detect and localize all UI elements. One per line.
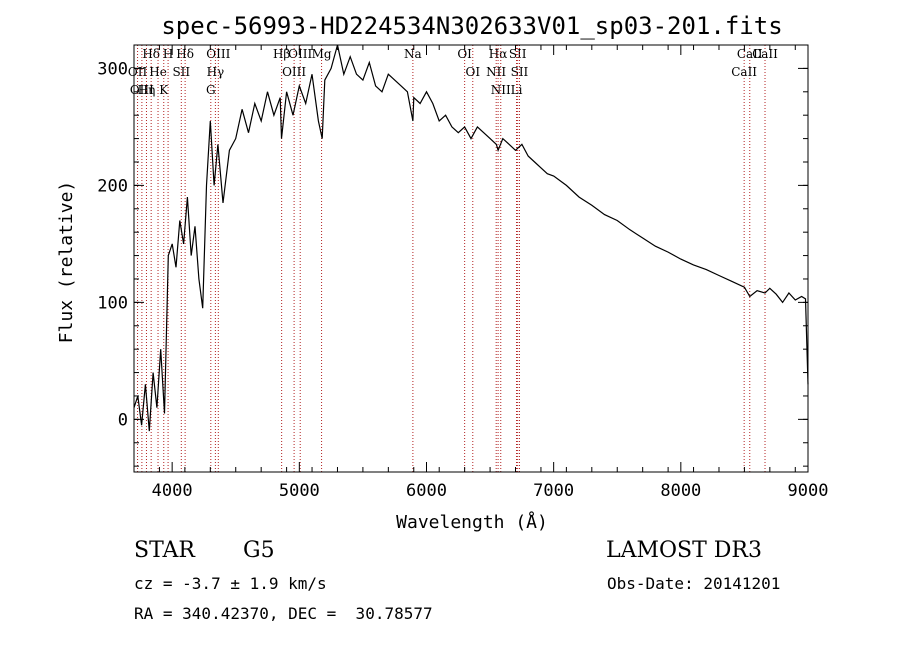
line-marker-label-3: He (149, 65, 167, 79)
line-marker-label-20: NII (486, 65, 506, 79)
line-marker-label-24: Li (511, 83, 523, 97)
line-marker-label-4: Hη (138, 83, 156, 97)
y-axis-label: Flux (relative) (56, 181, 77, 344)
line-marker-label-2: OIII (130, 83, 154, 97)
star-label: STAR (134, 538, 195, 563)
x-tick-label-5: 9000 (788, 481, 829, 501)
line-marker-label-1: OII (128, 65, 148, 79)
x-axis-label: Wavelength (Å) (396, 511, 548, 533)
cz-readout: cz = -3.7 ± 1.9 km/s (134, 574, 327, 593)
y-tick-label-3: 300 (97, 59, 128, 79)
line-marker-label-19: Hα (489, 47, 508, 61)
chart-title: spec-56993-HD224534N302633V01_sp03-201.f… (161, 12, 782, 40)
line-marker-label-0: Hδ (142, 47, 160, 61)
survey-label: LAMOST DR3 (606, 538, 762, 563)
y-tick-label-2: 200 (97, 176, 128, 196)
line-marker-label-21: NII (491, 83, 511, 97)
line-marker-label-26: CaII (731, 65, 757, 79)
line-marker-label-6: H (163, 47, 173, 61)
line-marker-label-10: Hγ (207, 65, 225, 79)
line-marker-label-18: OI (465, 65, 480, 79)
line-marker-label-17: OI (457, 47, 472, 61)
line-marker-label-27: CaII (752, 47, 778, 61)
x-tick-label-3: 7000 (533, 481, 574, 501)
line-marker-label-16: Na (404, 47, 422, 61)
line-marker-label-23: SII (511, 65, 529, 79)
y-tick-label-1: 100 (97, 293, 128, 313)
line-marker-label-8: Hδ (176, 47, 194, 61)
x-tick-label-4: 8000 (660, 481, 701, 501)
x-tick-label-2: 6000 (406, 481, 447, 501)
line-marker-label-5: K (159, 83, 169, 97)
line-marker-label-13: OIII (282, 65, 306, 79)
x-tick-label-1: 5000 (279, 481, 320, 501)
line-marker-label-15: Mg (312, 47, 332, 61)
ra-dec-readout: RA = 340.42370, DEC = 30.78577 (134, 604, 433, 623)
spectral-type: G5 (243, 538, 275, 563)
series-layer (133, 44, 809, 432)
plot-frame (133, 44, 809, 473)
obs-date: Obs-Date: 20141201 (607, 574, 781, 593)
axes-layer: 4000 5000 6000 7000 8000 9000 0 100 200 300 (97, 44, 829, 501)
line-marker-label-25: CaII (737, 47, 763, 61)
line-marker-label-12: OIII (288, 47, 312, 61)
line-marker-label-22: SII (509, 47, 527, 61)
y-tick-label-0: 0 (118, 410, 128, 430)
line-marker-label-11: G (206, 83, 216, 97)
line-marker-label-7: SII (172, 65, 190, 79)
x-tick-label-0: 4000 (152, 481, 193, 501)
series-line-0 (133, 44, 809, 432)
line-marker-label-14: Hβ (273, 47, 290, 61)
line-marker-label-9: OIII (206, 47, 230, 61)
